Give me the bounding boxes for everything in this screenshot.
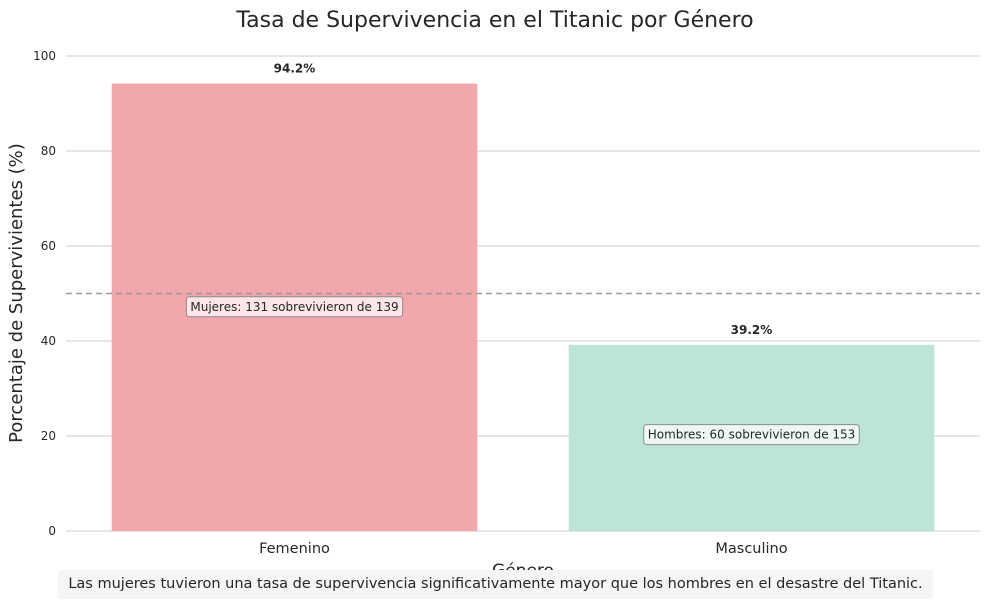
y-tick-label: 100 [33,49,56,63]
annotations: Mujeres: 131 sobrevivieron de 139 Hombres… [185,296,860,446]
y-tick-label: 20 [41,429,56,443]
annotation-box [185,296,404,318]
annotation-box [643,424,860,446]
y-tick-label: 40 [41,334,56,348]
annotation: Hombres: 60 sobrevivieron de 153 [643,424,860,446]
x-axis-ticks: Femenino Masculino [259,541,788,557]
x-tick-label: Femenino [259,541,330,557]
y-tick-label: 0 [48,524,56,538]
chart-caption: Las mujeres tuvieron una tasa de supervi… [58,570,933,599]
y-axis-ticks: 0 20 40 60 80 100 [33,49,56,538]
chart-title: Tasa de Supervivencia en el Titanic por … [235,8,753,33]
annotation-text: Hombres: 60 sobrevivieron de 153 [648,428,856,442]
data-label: 39.2% [731,323,773,337]
data-labels: 94.2% 39.2% [274,62,773,337]
y-tick-label: 60 [41,239,56,253]
y-tick-label: 80 [41,144,56,158]
annotation-text: Mujeres: 131 sobrevivieron de 139 [190,300,398,314]
annotation: Mujeres: 131 sobrevivieron de 139 [185,296,404,318]
x-tick-label: Masculino [715,541,787,557]
y-axis-label: Porcentaje de Supervivientes (%) [6,143,27,443]
data-label: 94.2% [274,62,316,76]
bars [111,83,935,532]
